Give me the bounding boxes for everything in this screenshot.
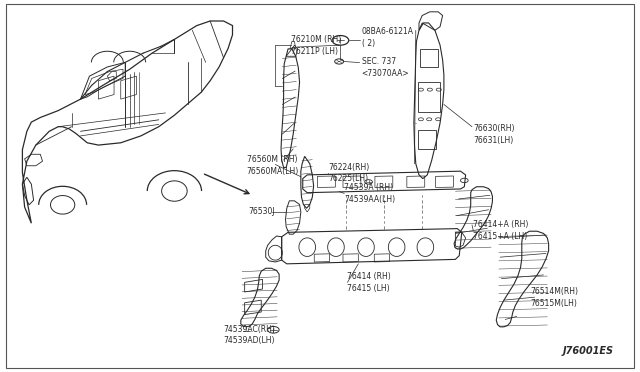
Text: 74539A (RH)
74539AA(LH): 74539A (RH) 74539AA(LH) — [344, 183, 396, 204]
Text: 76210M (RH)
76211P (LH): 76210M (RH) 76211P (LH) — [291, 35, 342, 55]
Text: 08BA6-6121A
( 2): 08BA6-6121A ( 2) — [362, 28, 413, 48]
Text: 76414 (RH)
76415 (LH): 76414 (RH) 76415 (LH) — [348, 272, 391, 293]
Text: 76630(RH)
76631(LH): 76630(RH) 76631(LH) — [473, 124, 515, 144]
Text: 76414+A (RH)
76415+A (LH): 76414+A (RH) 76415+A (LH) — [473, 220, 529, 241]
Text: 76224(RH)
76225(LH): 76224(RH) 76225(LH) — [328, 163, 369, 183]
FancyBboxPatch shape — [6, 4, 634, 368]
Text: 76560M (RH)
76560MA(LH): 76560M (RH) 76560MA(LH) — [246, 155, 299, 176]
Text: J76001ES: J76001ES — [563, 346, 614, 356]
Text: SEC. 737
<73070AA>: SEC. 737 <73070AA> — [362, 57, 409, 78]
Text: 76514M(RH)
76515M(LH): 76514M(RH) 76515M(LH) — [531, 287, 579, 308]
Text: 74539AC(RH)
74539AD(LH): 74539AC(RH) 74539AD(LH) — [223, 325, 275, 345]
Text: 76530J: 76530J — [248, 208, 275, 217]
